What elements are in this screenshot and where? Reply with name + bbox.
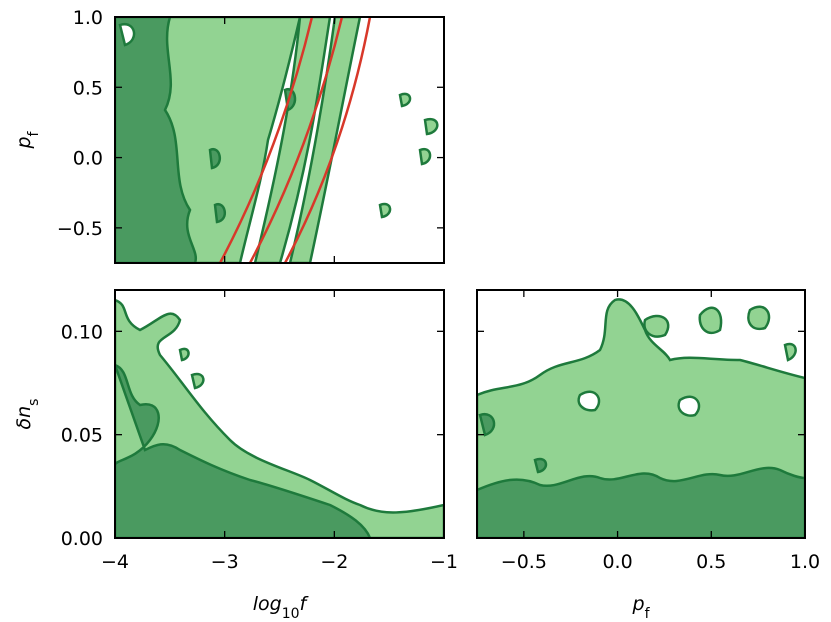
axis-label-part: s <box>26 399 42 406</box>
x-tick-label: 0.5 <box>696 551 726 573</box>
contours-left <box>115 298 444 538</box>
y-tick-label: 0.0 <box>73 148 103 170</box>
y-tick-label: 0.00 <box>61 528 103 550</box>
x-tick-label: 1.0 <box>790 551 820 573</box>
contours-top <box>115 17 439 263</box>
axis-label-part: p <box>632 593 645 615</box>
axis-label-part: p <box>13 136 35 149</box>
plot-frame <box>476 289 806 539</box>
x-tick-label: −1 <box>430 551 458 573</box>
axis-label: pf <box>632 593 651 622</box>
axis-label-part: f <box>300 593 310 615</box>
y-tick-label: −0.5 <box>57 218 103 240</box>
x-tick-label: −2 <box>320 551 348 573</box>
axis-label: δns <box>13 399 42 430</box>
contours-right <box>477 298 805 538</box>
x-tick-label: −4 <box>101 551 129 573</box>
x-tick-label: −0.5 <box>501 551 547 573</box>
y-tick-label: 0.05 <box>61 425 103 447</box>
x-tick-label: 0.0 <box>602 551 632 573</box>
axis-label-part: 10 <box>282 606 300 622</box>
plot-frame <box>114 289 445 539</box>
axis-label-part: f <box>26 130 42 136</box>
y-tick-label: 1.0 <box>73 7 103 29</box>
y-tick-label: 0.5 <box>73 77 103 99</box>
axis-label: pf <box>13 130 42 149</box>
y-tick-label: 0.10 <box>61 321 103 343</box>
x-tick-label: −3 <box>211 551 239 573</box>
axis-label: log10f <box>253 593 310 622</box>
axis-label-part: f <box>645 606 651 622</box>
axis-label-part: log <box>253 593 282 615</box>
axis-label-part: δn <box>13 406 35 430</box>
plot-frame <box>114 16 445 264</box>
